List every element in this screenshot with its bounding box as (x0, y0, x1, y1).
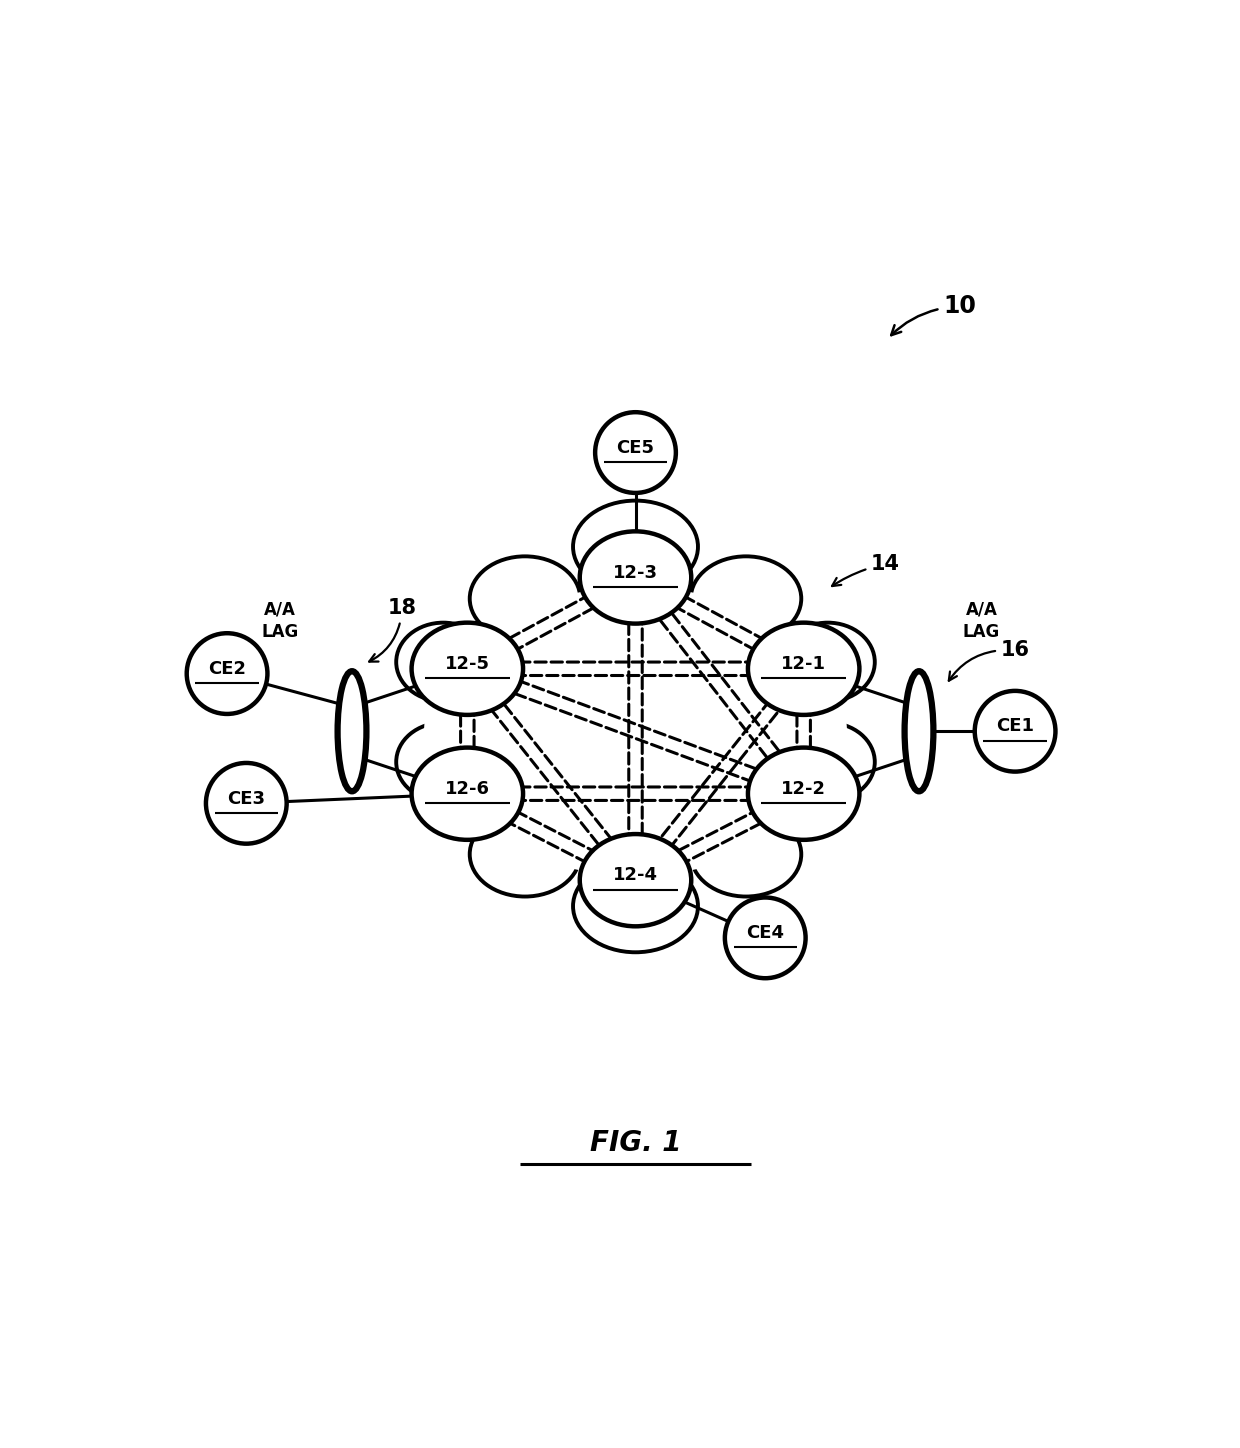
Text: CE3: CE3 (227, 789, 265, 808)
Ellipse shape (691, 556, 801, 641)
Text: 12-3: 12-3 (613, 563, 658, 582)
Text: CE4: CE4 (746, 924, 784, 943)
Text: CE1: CE1 (996, 717, 1034, 736)
Ellipse shape (337, 672, 367, 791)
Ellipse shape (397, 723, 490, 801)
Text: A/A
LAG: A/A LAG (962, 601, 1001, 641)
Ellipse shape (781, 623, 874, 701)
Ellipse shape (748, 623, 859, 715)
Ellipse shape (187, 633, 268, 714)
Ellipse shape (573, 860, 698, 953)
Ellipse shape (580, 531, 691, 624)
Text: 10: 10 (892, 294, 976, 334)
Text: FIG. 1: FIG. 1 (590, 1128, 681, 1157)
Text: CE2: CE2 (208, 660, 246, 678)
Ellipse shape (748, 747, 859, 840)
Text: 14: 14 (832, 553, 900, 586)
Text: 12-1: 12-1 (781, 654, 826, 673)
Ellipse shape (580, 834, 691, 927)
Ellipse shape (470, 556, 580, 641)
Text: 12-2: 12-2 (781, 780, 826, 798)
Ellipse shape (470, 812, 580, 896)
Ellipse shape (781, 723, 874, 801)
Ellipse shape (595, 413, 676, 492)
Ellipse shape (412, 747, 523, 840)
Text: 12-5: 12-5 (445, 654, 490, 673)
Ellipse shape (206, 763, 286, 844)
Ellipse shape (905, 672, 934, 791)
Ellipse shape (975, 691, 1055, 772)
Text: CE5: CE5 (616, 439, 655, 456)
Text: 18: 18 (370, 598, 417, 662)
Ellipse shape (725, 898, 806, 979)
Text: A/A
LAG: A/A LAG (262, 601, 299, 641)
Ellipse shape (397, 623, 490, 701)
Text: 12-4: 12-4 (613, 866, 658, 885)
Ellipse shape (691, 812, 801, 896)
Ellipse shape (573, 501, 698, 592)
Text: 16: 16 (949, 640, 1029, 681)
Ellipse shape (412, 623, 523, 715)
Text: 12-6: 12-6 (445, 780, 490, 798)
Ellipse shape (424, 586, 847, 876)
Ellipse shape (396, 559, 875, 904)
